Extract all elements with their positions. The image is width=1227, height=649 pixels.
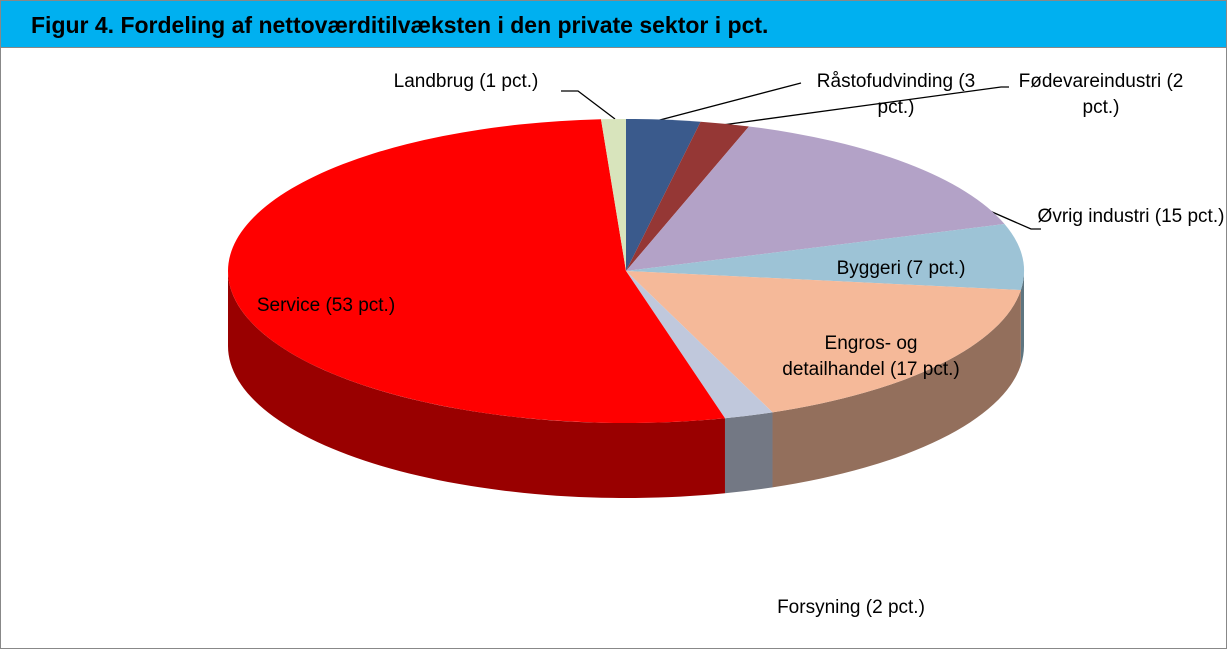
leader-line [714,86,1009,127]
leader-line [561,90,616,120]
data-label: Øvrig industri (15 pct.) [1037,206,1225,227]
slice [626,126,1005,271]
slice-top [626,119,701,271]
slice-top [626,126,1005,271]
data-label: Råstofudvinding (3 pct.) [816,71,976,118]
plot-frame [1,47,1226,649]
data-label: Forsyning (2 pct.) [777,597,925,618]
chart-title: Figur 4. Fordeling af nettoværditilvækst… [1,1,1226,47]
slice [626,271,773,494]
slice-top [626,271,773,419]
slice [228,119,725,498]
slice-top [228,119,725,424]
slice-side [772,290,1021,488]
data-label: Fødevareindustri (2 pct.) [1018,71,1184,118]
slice [601,119,626,271]
slice-top [626,224,1024,291]
slice-top [601,119,626,271]
slice [626,121,749,271]
data-label: Engros- og detailhandel (17 pct.) [782,333,960,380]
data-label: Service (53 pct.) [256,295,396,316]
data-label: Landbrug (1 pct.) [393,71,539,92]
slice-side [1020,271,1024,366]
slice-top [626,121,749,271]
slice-side [228,271,725,498]
slice [626,271,1021,488]
slice-top [626,271,1021,413]
slice [626,119,701,271]
slice [626,224,1024,366]
leader-line [655,82,802,122]
slice-side [724,412,773,494]
data-label: Byggeri (7 pct.) [836,258,966,279]
